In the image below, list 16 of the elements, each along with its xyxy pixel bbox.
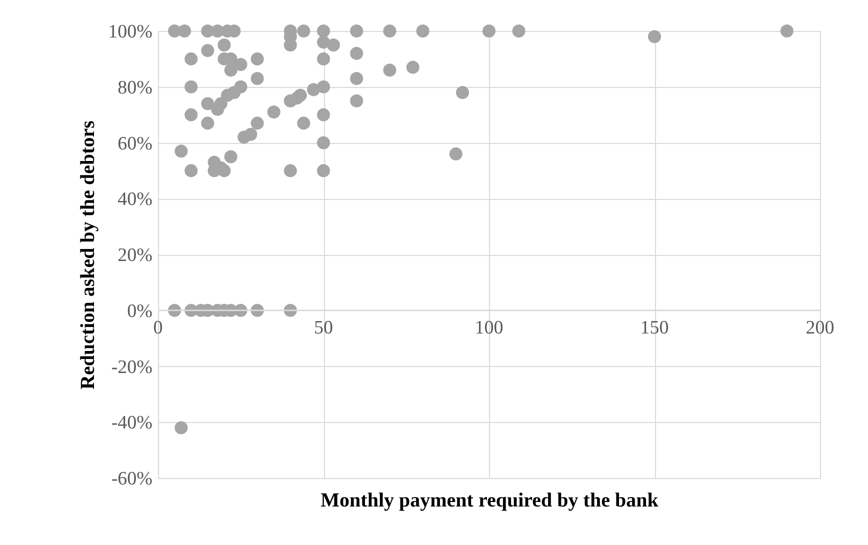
- x-tick-label: 200: [806, 317, 834, 338]
- y-tick-label: 100%: [108, 22, 153, 42]
- y-tick-label: 0%: [127, 300, 153, 322]
- y-tick-label: 20%: [118, 245, 153, 266]
- x-tick-label: 50: [314, 317, 333, 338]
- x-axis-title: Monthly payment required by the bank: [320, 490, 660, 512]
- y-axis-title: Reduction asked by the debtors: [77, 120, 100, 390]
- x-tick-label: 0: [153, 317, 163, 338]
- y-tick-label: 80%: [118, 77, 153, 98]
- y-tick-label: -20%: [111, 356, 153, 378]
- x-tick-label: 100: [474, 317, 504, 338]
- y-tick-label: -60%: [111, 468, 153, 490]
- x-tick-label: 150: [640, 317, 669, 338]
- y-tick-label: -40%: [111, 412, 153, 434]
- y-tick-label: 60%: [118, 133, 153, 154]
- y-tick-label: 40%: [118, 189, 153, 210]
